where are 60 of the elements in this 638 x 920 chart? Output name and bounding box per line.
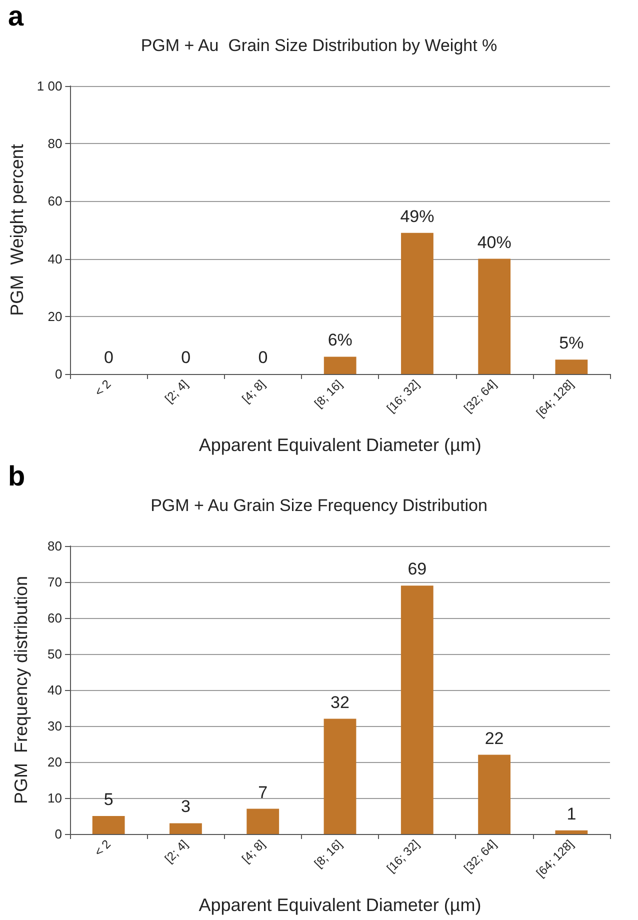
chart-title: PGM + Au Grain Size Distribution by Weight % bbox=[140, 36, 498, 55]
bar bbox=[555, 360, 588, 374]
data-label: 0 bbox=[181, 348, 191, 367]
data-label: 5 bbox=[104, 790, 114, 809]
y-tick-label: 0 bbox=[54, 366, 62, 382]
bar bbox=[324, 718, 356, 834]
bar bbox=[246, 808, 280, 834]
x-tick-label: < 2 bbox=[92, 376, 114, 399]
data-label: 40% bbox=[477, 232, 512, 252]
data-label: 69 bbox=[408, 560, 427, 579]
y-tick-label: 50 bbox=[48, 646, 62, 662]
y-axis-title: PGM Weight percent bbox=[7, 144, 27, 316]
y-tick-label: 80 bbox=[48, 538, 62, 554]
y-tick-label: 30 bbox=[48, 718, 62, 734]
y-tick-label: 40 bbox=[48, 251, 62, 266]
data-label: 22 bbox=[484, 728, 504, 748]
data-label: 0 bbox=[258, 348, 268, 367]
bar bbox=[478, 258, 511, 374]
y-tick-label: 80 bbox=[48, 136, 62, 152]
text: b bbox=[8, 460, 26, 492]
x-tick-label: < 2 bbox=[92, 836, 114, 859]
data-label: 32 bbox=[330, 692, 350, 712]
data-label: 49% bbox=[400, 206, 434, 226]
x-axis-title: Apparent Equivalent Diameter (µm) bbox=[198, 435, 482, 455]
y-tick-label: 60 bbox=[48, 194, 62, 209]
x-tick-label: [16; 32] bbox=[384, 837, 422, 876]
x-tick-label: [4; 8] bbox=[239, 837, 268, 866]
x-tick-label: [16; 32] bbox=[384, 377, 422, 416]
text: a bbox=[8, 0, 24, 32]
x-tick-label: [32; 64] bbox=[461, 837, 500, 876]
y-tick-label: 1 00 bbox=[36, 78, 62, 94]
data-label: 6% bbox=[328, 330, 352, 350]
y-tick-label: 40 bbox=[48, 682, 62, 698]
y-axis-title: PGM Frequency distribution bbox=[11, 576, 31, 804]
data-label: 7 bbox=[258, 782, 268, 802]
x-tick-label: [2; 4] bbox=[162, 837, 191, 866]
x-tick-label: [2; 4] bbox=[162, 377, 191, 406]
x-tick-label: [8; 16] bbox=[311, 837, 345, 871]
data-label: 5% bbox=[559, 334, 584, 353]
bar bbox=[324, 356, 356, 374]
bar bbox=[170, 823, 202, 834]
bar bbox=[478, 754, 510, 834]
y-tick-label: 10 bbox=[48, 790, 62, 806]
y-tick-label: 20 bbox=[48, 754, 62, 770]
data-label: 3 bbox=[180, 797, 190, 816]
bar bbox=[400, 586, 434, 834]
y-tick-label: 70 bbox=[48, 574, 62, 590]
data-label: 0 bbox=[104, 348, 114, 367]
data-label: 1 bbox=[566, 804, 576, 824]
x-tick-label: [8; 16] bbox=[312, 377, 346, 411]
x-axis-title: Apparent Equivalent Diameter (µm) bbox=[198, 895, 482, 915]
bar bbox=[555, 830, 588, 834]
x-tick-label: [4; 8] bbox=[239, 377, 268, 406]
y-tick-label: 60 bbox=[48, 610, 62, 626]
bar bbox=[92, 816, 125, 834]
x-tick-label: [32; 64] bbox=[461, 377, 500, 416]
bar bbox=[401, 232, 434, 374]
y-tick-label: 20 bbox=[48, 308, 62, 324]
y-tick-label: 0 bbox=[54, 826, 62, 842]
chart-title: PGM + Au Grain Size Frequency Distribution bbox=[150, 496, 488, 515]
